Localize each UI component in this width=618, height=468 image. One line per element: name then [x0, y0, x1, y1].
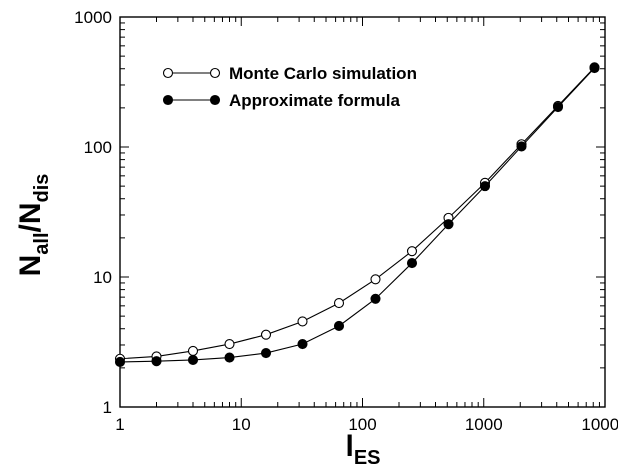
data-point	[260, 329, 272, 340]
x-title-main: l	[345, 430, 353, 463]
x-tick-label: 100	[348, 415, 376, 434]
legend-marker	[209, 94, 221, 106]
y-tick-label: 1	[103, 398, 112, 417]
y-title-main1: N	[14, 255, 47, 277]
data-point	[516, 141, 527, 152]
x-tick-label: 10000	[581, 415, 618, 434]
legend-marker	[209, 67, 221, 79]
y-axis-title: Nall/Ndis	[14, 174, 53, 277]
data-point	[333, 320, 345, 332]
legend-entry: Approximate formula	[162, 91, 401, 110]
legend: Monte Carlo simulation Approximate formul…	[162, 64, 417, 110]
data-point	[370, 274, 381, 285]
axes: 1 10 100 1000 10000 1 10 100 1000	[74, 8, 618, 434]
data-point	[333, 298, 345, 309]
series-2	[114, 62, 600, 368]
data-point	[260, 348, 272, 359]
data-point	[151, 356, 162, 367]
legend-label: Approximate formula	[229, 91, 401, 110]
data-point	[297, 316, 308, 327]
data-point	[114, 356, 126, 368]
legend-marker	[162, 67, 174, 79]
x-title-sub: ES	[354, 447, 381, 468]
data-point	[370, 293, 381, 304]
x-axis-title: lES	[345, 430, 380, 468]
x-tick-label: 1	[115, 415, 124, 434]
data-point	[443, 219, 454, 230]
data-point	[187, 345, 199, 356]
data-point	[187, 354, 199, 366]
data-point	[552, 101, 564, 113]
x-tick-label: 1000	[465, 415, 503, 434]
series-line	[119, 66, 595, 360]
legend-label: Monte Carlo simulation	[229, 64, 417, 83]
y-tick-label: 100	[84, 138, 112, 157]
y-tick-label: 10	[93, 268, 112, 287]
data-point	[589, 62, 600, 74]
legend-entry: Monte Carlo simulation	[162, 64, 417, 83]
legend-marker	[162, 94, 174, 106]
data-point	[297, 338, 308, 350]
data-point	[406, 246, 418, 257]
data-point	[224, 352, 235, 363]
x-tick-label: 10	[232, 415, 251, 434]
series-line	[119, 67, 595, 363]
data-point	[406, 258, 418, 269]
y-title-sub1: all	[31, 232, 53, 254]
data-point	[479, 181, 491, 192]
y-tick-label: 1000	[74, 8, 112, 27]
y-title-sep: /N	[14, 202, 47, 232]
y-title-sub2: dis	[31, 174, 53, 203]
data-point	[224, 338, 235, 350]
series-layer	[114, 62, 600, 368]
